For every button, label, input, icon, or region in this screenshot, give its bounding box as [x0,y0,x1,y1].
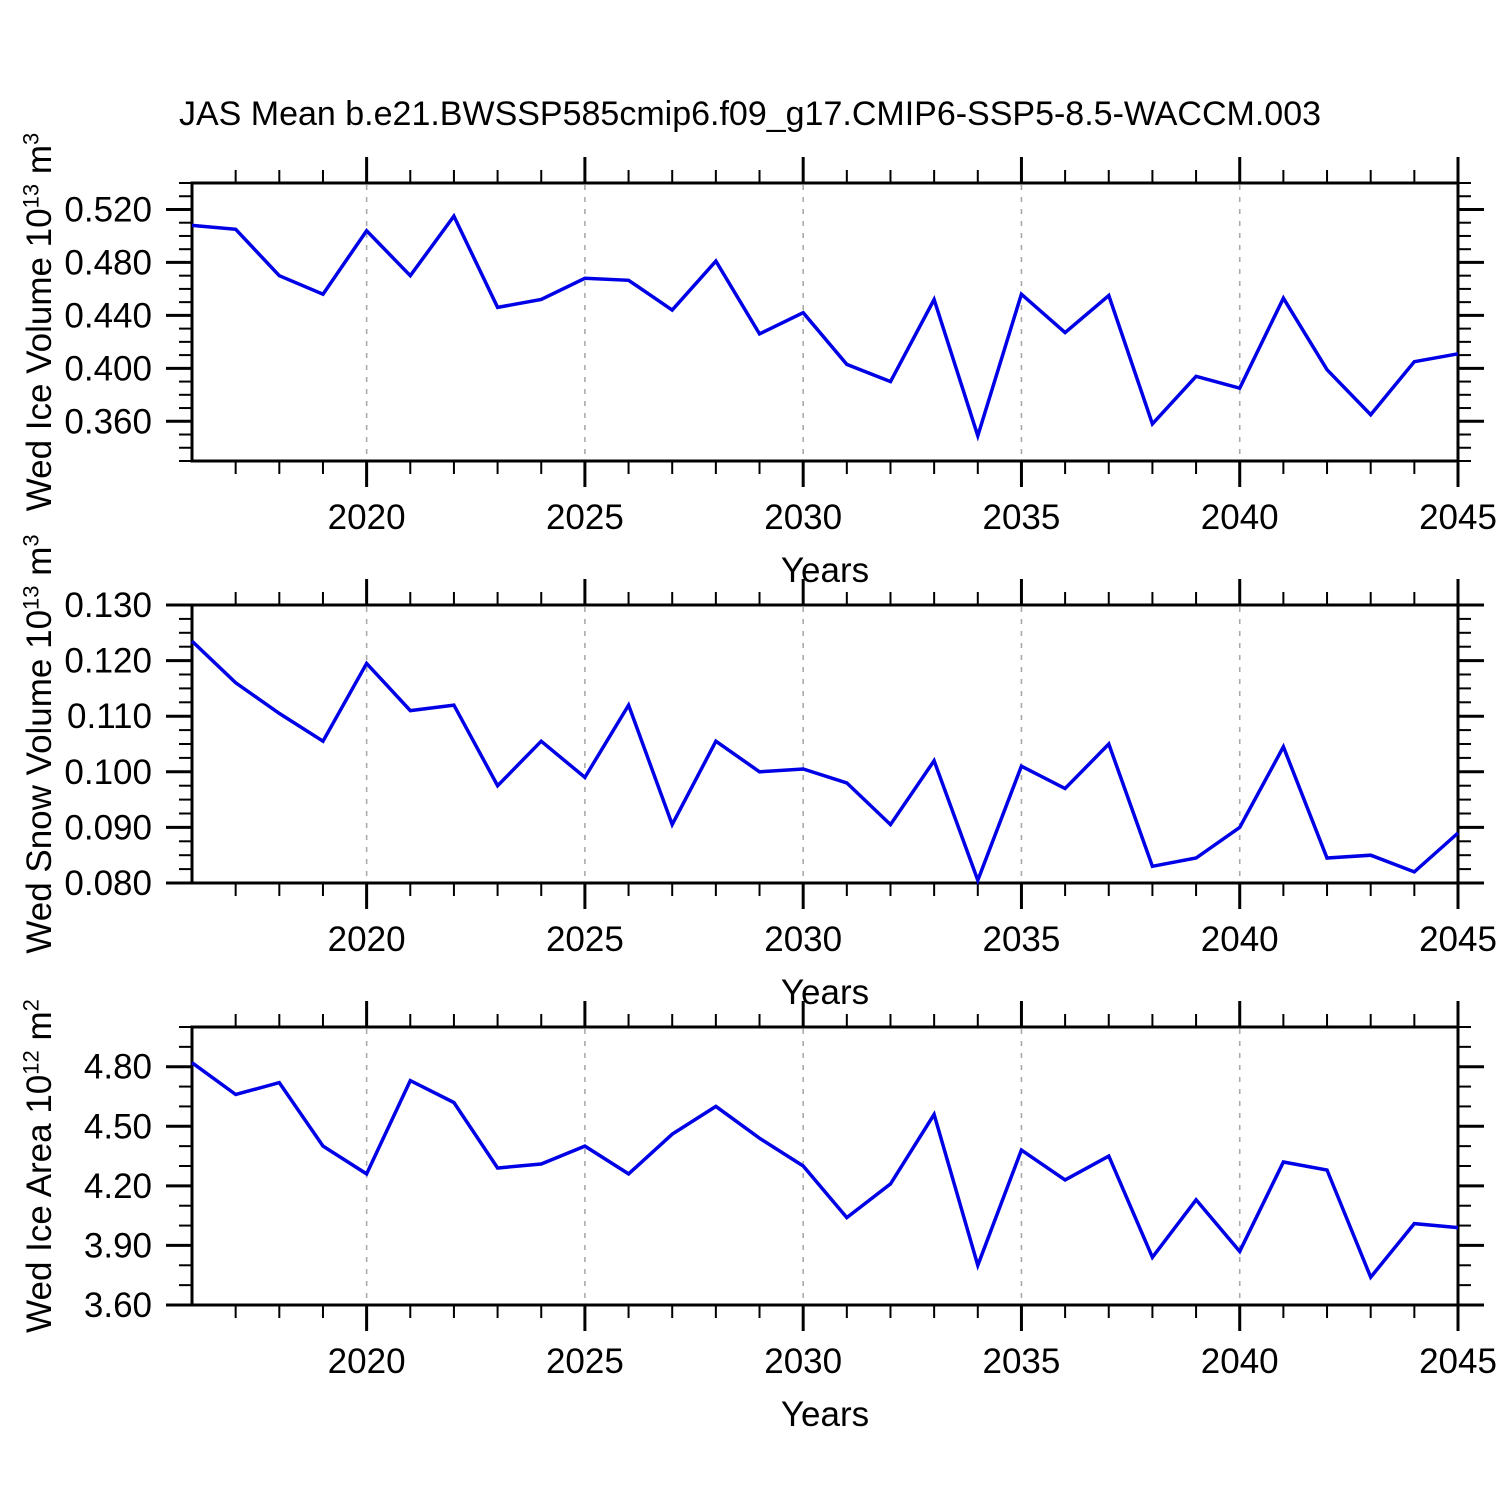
x-tick-label: 2025 [546,1342,624,1381]
plot-frame [190,603,1460,885]
data-line [191,212,1459,442]
y-tick-label: 0.080 [64,864,152,903]
x-tick-label: 2035 [983,920,1061,959]
y-tick-label: 3.90 [84,1226,152,1265]
y-tick-label: 0.520 [64,190,152,229]
x-axis-label: Years [781,551,869,590]
x-tick-label: 2040 [1201,1342,1279,1381]
x-axis-label: Years [781,1395,869,1434]
y-tick-label: 4.80 [84,1048,152,1087]
x-tick-label: 2045 [1419,1342,1497,1381]
x-tick-label: 2035 [983,498,1061,537]
y-tick-label: 0.440 [64,296,152,335]
chart-title: JAS Mean b.e21.BWSSP585cmip6.f09_g17.CMI… [178,95,1322,133]
plot-frame [190,181,1460,463]
y-tick-label: 0.090 [64,808,152,847]
y-tick-label: 0.480 [64,243,152,282]
x-tick-label: 2035 [983,1342,1061,1381]
y-tick-label: 0.120 [64,642,152,681]
y-tick-label: 0.130 [64,586,152,625]
data-line [190,1061,1459,1281]
x-tick-label: 2020 [328,498,406,537]
x-tick-label: 2020 [328,920,406,959]
y-tick-label: 3.60 [84,1286,152,1325]
x-tick-label: 2030 [764,920,842,959]
y-tick-label: 4.50 [84,1107,152,1146]
x-tick-label: 2040 [1201,498,1279,537]
y-tick-label: 0.100 [64,753,152,792]
plot-frame [190,1025,1460,1307]
x-tick-label: 2030 [764,498,842,537]
x-tick-label: 2025 [546,920,624,959]
x-tick-label: 2030 [764,1342,842,1381]
x-tick-label: 2040 [1201,920,1279,959]
y-tick-label: 4.20 [84,1167,152,1206]
y-tick-label: 0.360 [64,402,152,441]
x-tick-label: 2025 [546,498,624,537]
x-axis-label: Years [781,973,869,1012]
x-tick-label: 2020 [328,1342,406,1381]
y-tick-label: 0.110 [67,697,152,736]
y-tick-label: 0.400 [64,349,152,388]
data-line [190,639,1460,886]
x-tick-label: 2045 [1419,498,1497,537]
x-tick-label: 2045 [1419,920,1497,959]
